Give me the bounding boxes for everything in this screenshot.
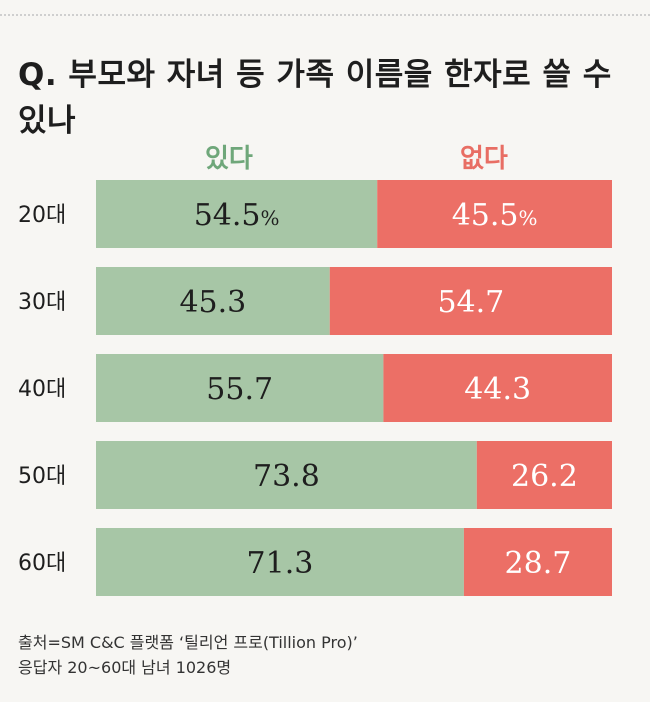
source-line-1: 출처=SM C&C 플랫폼 ‘틸리언 프로(Tillion Pro)’: [18, 633, 358, 652]
chart-title: Q. 부모와 자녀 등 가족 이름을 한자로 쓸 수 있나: [18, 57, 612, 139]
value-label-yes: 73.8: [253, 459, 320, 494]
bar-yes: [96, 441, 477, 509]
category-label: 20대: [18, 203, 66, 228]
bar-no: [383, 354, 612, 422]
bar-no: [463, 528, 612, 596]
value-label-yes: 45.3: [179, 285, 246, 320]
bar-no: [476, 441, 612, 509]
legend-no: 없다: [460, 144, 508, 174]
value-label-no: 26.2: [511, 459, 578, 494]
source-note: 출처=SM C&C 플랫폼 ‘틸리언 프로(Tillion Pro)’ 응답자 …: [18, 630, 638, 680]
bar-no: [329, 267, 612, 335]
source-line-2: 응답자 20~60대 남녀 1026명: [18, 658, 232, 677]
category-label: 30대: [18, 290, 66, 315]
value-label-yes: 55.7: [206, 372, 273, 407]
category-label: 50대: [18, 464, 66, 489]
value-label-no: 28.7: [505, 546, 572, 581]
bar-yes: [96, 180, 378, 248]
top-dotted-rule: [0, 0, 650, 16]
value-label-no: 44.3: [464, 372, 531, 407]
bar-yes: [96, 354, 384, 422]
category-label: 60대: [18, 551, 66, 576]
bar-yes: [96, 267, 330, 335]
bar-yes: [96, 528, 464, 596]
category-label: 40대: [18, 377, 66, 402]
bar-no: [377, 180, 612, 248]
legend-yes: 있다: [205, 144, 253, 174]
value-label-no: 54.7: [437, 285, 504, 320]
value-label-yes: 71.3: [247, 546, 314, 581]
